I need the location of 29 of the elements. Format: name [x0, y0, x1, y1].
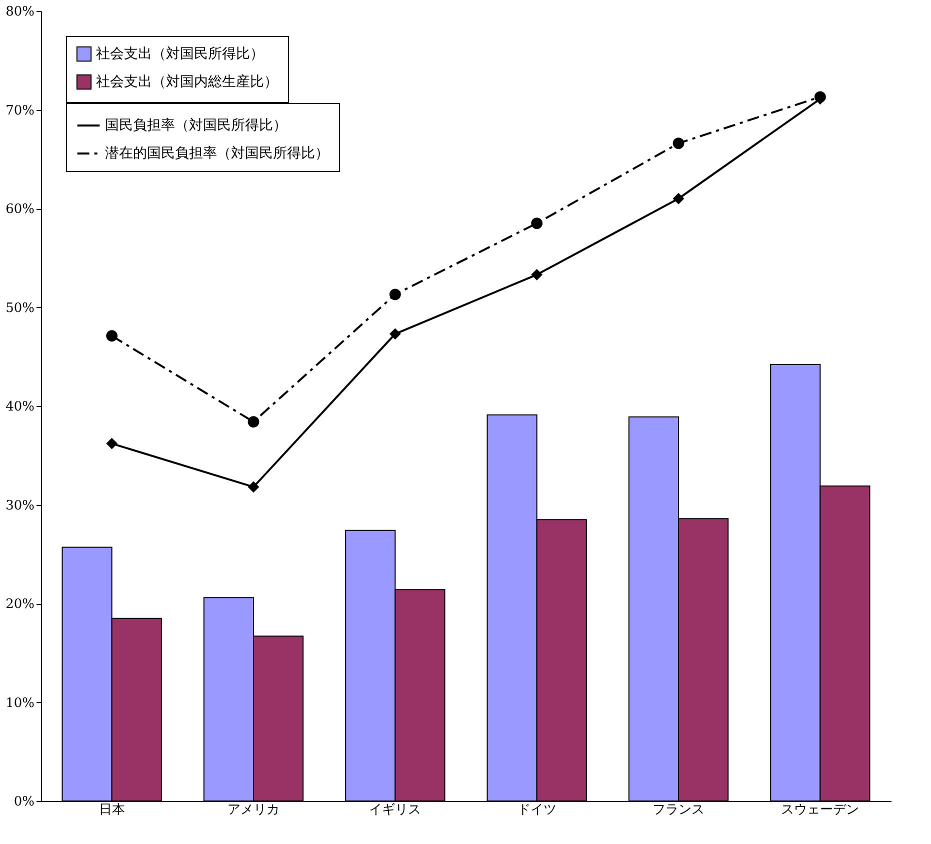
point: [531, 218, 543, 229]
x-tick-label: イギリス: [369, 802, 422, 818]
y-tick-label: 60%: [6, 202, 34, 217]
point: [106, 330, 118, 342]
y-tick-label: 30%: [6, 498, 34, 514]
x-tick-label: フランス: [652, 802, 704, 818]
x-tick-label: ドイツ: [517, 802, 556, 818]
y-tick-label: 70%: [6, 103, 34, 118]
x-tick-label: スウェーデン: [781, 802, 860, 818]
point: [531, 268, 543, 280]
y-tick-label: 80%: [6, 4, 34, 20]
y-tick-label: 20%: [6, 597, 34, 612]
y-tick-label: 40%: [6, 400, 34, 414]
legend-label: 社会支出（対国民所得比）: [96, 46, 264, 62]
point: [389, 288, 401, 300]
y-tick-label: 0%: [14, 794, 34, 810]
point: [248, 416, 260, 428]
y-tick-label: 10%: [6, 696, 34, 711]
legend-label: 社会支出（対国内総生産比）: [96, 74, 278, 90]
point: [672, 192, 684, 204]
legend-label: 国民負担率（対国民所得比）: [105, 118, 287, 134]
x-tick-label: アメリカ: [228, 802, 280, 818]
point: [672, 138, 684, 150]
y-tick-label: 50%: [6, 300, 34, 316]
legend-label: 潜在的国民負担率（対国民所得比）: [105, 146, 329, 162]
point: [106, 438, 118, 450]
point: [389, 328, 401, 340]
x-tick-label: 日本: [98, 802, 125, 818]
point: [248, 481, 260, 493]
